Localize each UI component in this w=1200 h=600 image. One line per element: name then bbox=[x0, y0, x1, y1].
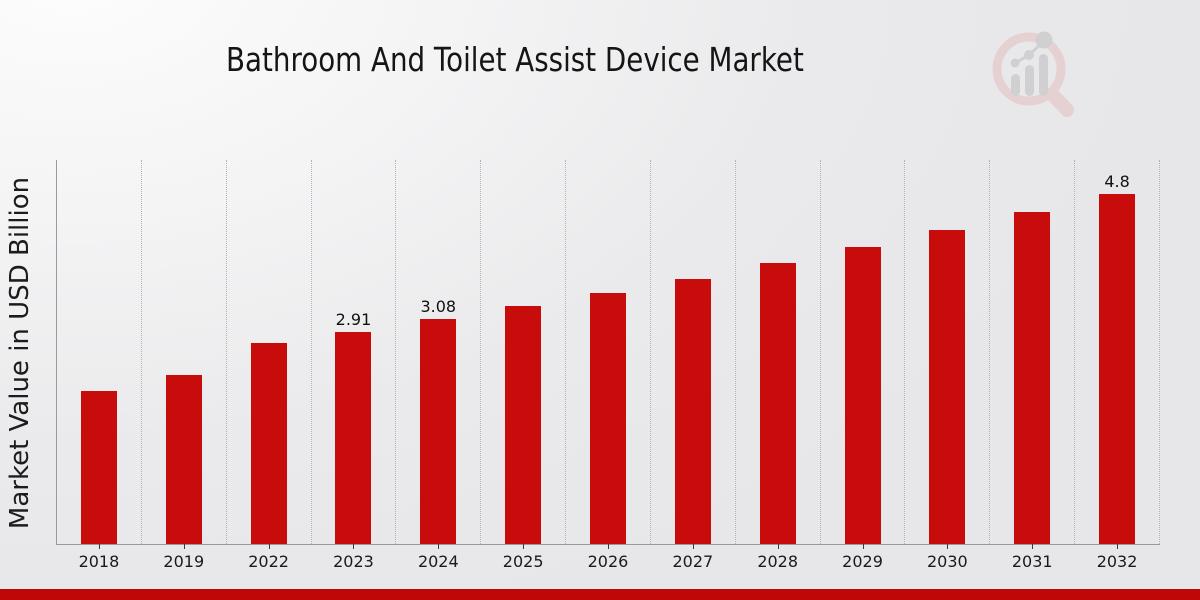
category-cell-2030: 2030 bbox=[905, 160, 991, 571]
axis-tick-2031 bbox=[1032, 544, 1034, 549]
x-tick-label-2032: 2032 bbox=[1096, 552, 1138, 571]
category-cell-2018: 2018 bbox=[57, 160, 142, 571]
category-cell-2019: 2019 bbox=[142, 160, 227, 571]
x-tick-label-2031: 2031 bbox=[1011, 552, 1053, 571]
bar-2018 bbox=[80, 391, 117, 544]
bar-2022 bbox=[250, 343, 287, 544]
category-cell-2032: 4.8 2032 bbox=[1075, 160, 1160, 571]
x-tick-label-2023: 2023 bbox=[333, 552, 374, 571]
magnifier-bar-chart-logo-icon bbox=[992, 31, 1074, 117]
x-tick-label-2030: 2030 bbox=[927, 552, 968, 571]
bar-value-label-2032: 4.8 bbox=[1104, 172, 1130, 191]
x-tick-label-2026: 2026 bbox=[587, 552, 629, 571]
bar-2023 bbox=[335, 332, 372, 544]
x-tick-label-2019: 2019 bbox=[163, 552, 205, 571]
bar-2029 bbox=[844, 247, 881, 544]
bar-2024 bbox=[420, 319, 457, 544]
category-cell-2027: 2027 bbox=[651, 160, 736, 571]
axis-tick-2018 bbox=[98, 544, 100, 549]
category-cell-2029: 2029 bbox=[821, 160, 906, 571]
plot-area: 2018 2019 2022 2.91 2023 3.08 2024 2025 2026 2027… bbox=[56, 160, 1160, 571]
category-cell-2023: 2.91 2023 bbox=[312, 160, 397, 571]
y-axis-label: Market Value in USD Billion bbox=[0, 160, 40, 545]
axis-tick-2027 bbox=[692, 544, 694, 549]
y-axis-label-text: Market Value in USD Billion bbox=[5, 176, 35, 529]
bar-2032 bbox=[1099, 194, 1136, 544]
bar-2028 bbox=[759, 263, 796, 544]
bar-2031 bbox=[1014, 212, 1051, 544]
page-title-text: Bathroom And Toilet Assist Device Market bbox=[226, 40, 804, 79]
axis-tick-2032 bbox=[1117, 544, 1119, 549]
axis-tick-2022 bbox=[268, 544, 270, 549]
category-cell-2022: 2022 bbox=[227, 160, 312, 571]
bar-2019 bbox=[165, 375, 202, 544]
bar-2030 bbox=[929, 230, 966, 544]
axis-tick-2028 bbox=[777, 544, 779, 549]
x-tick-label-2024: 2024 bbox=[417, 552, 459, 571]
axis-tick-2024 bbox=[438, 544, 440, 549]
bar-value-label-2023: 2.91 bbox=[335, 310, 372, 329]
axis-tick-2023 bbox=[353, 544, 355, 549]
page-title: Bathroom And Toilet Assist Device Market bbox=[0, 40, 1030, 79]
x-tick-label-2029: 2029 bbox=[842, 552, 883, 571]
x-tick-label-2025: 2025 bbox=[502, 552, 544, 571]
x-tick-label-2018: 2018 bbox=[78, 552, 120, 571]
x-tick-label-2022: 2022 bbox=[248, 552, 289, 571]
bar-2025 bbox=[505, 306, 542, 544]
bar-2027 bbox=[674, 279, 711, 544]
bottom-stripe bbox=[0, 589, 1200, 600]
axis-tick-2029 bbox=[862, 544, 864, 549]
axis-tick-2026 bbox=[607, 544, 609, 549]
category-cell-2024: 3.08 2024 bbox=[396, 160, 482, 571]
x-tick-label-2027: 2027 bbox=[672, 552, 714, 571]
watermark-logo bbox=[982, 18, 1086, 118]
axis-tick-2025 bbox=[523, 544, 525, 549]
bar-value-label-2024: 3.08 bbox=[420, 297, 457, 316]
axis-tick-2019 bbox=[183, 544, 185, 549]
bar-2026 bbox=[589, 293, 626, 544]
x-tick-label-2028: 2028 bbox=[757, 552, 799, 571]
axis-tick-2030 bbox=[947, 544, 949, 549]
category-cell-2026: 2026 bbox=[566, 160, 651, 571]
category-cell-2031: 2031 bbox=[990, 160, 1076, 571]
category-cell-2025: 2025 bbox=[481, 160, 567, 571]
category-cell-2028: 2028 bbox=[736, 160, 821, 571]
